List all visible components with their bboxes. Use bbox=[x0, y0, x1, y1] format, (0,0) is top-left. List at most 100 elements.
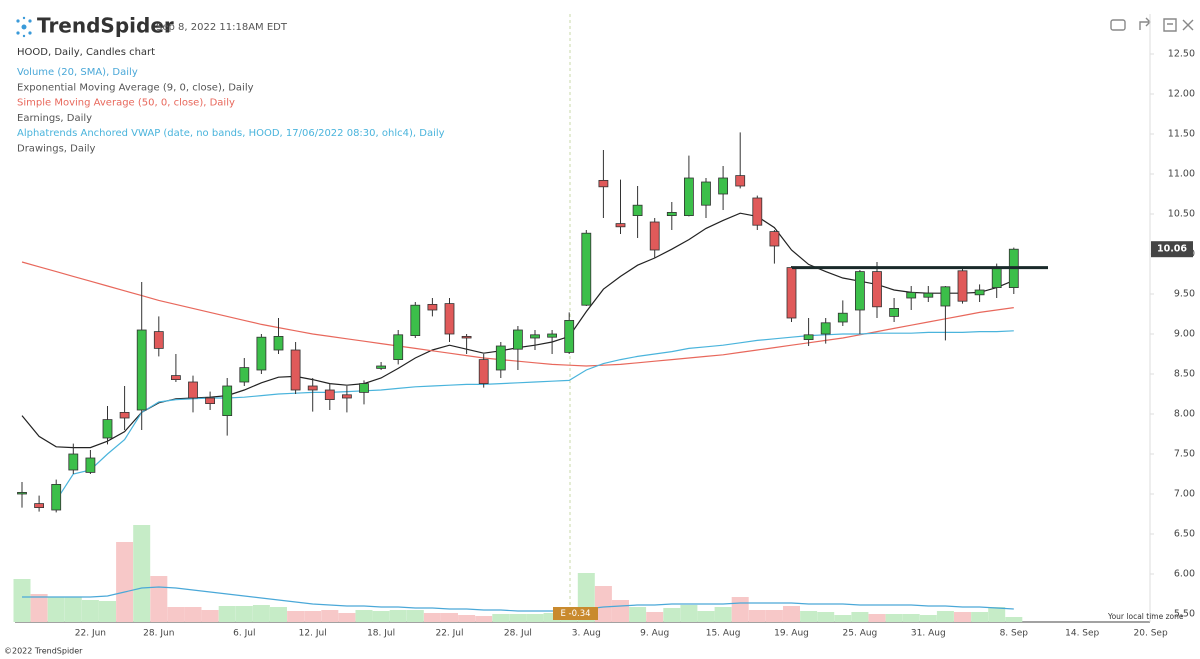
candle-body bbox=[359, 383, 369, 393]
candle-body bbox=[837, 312, 848, 323]
x-tick-label: 28. Jul bbox=[504, 629, 532, 639]
x-tick-label: 25. Aug bbox=[843, 629, 878, 639]
earnings-badge bbox=[553, 607, 598, 620]
volume-bar bbox=[30, 594, 48, 622]
last-price-box bbox=[1151, 241, 1193, 258]
candle-body bbox=[34, 503, 44, 509]
candle-body bbox=[906, 291, 917, 299]
volume-bar bbox=[184, 607, 202, 622]
candle-body bbox=[256, 336, 267, 371]
candle-body bbox=[547, 333, 557, 338]
candle-body bbox=[820, 322, 831, 335]
x-tick-label: 12. Jul bbox=[299, 629, 327, 639]
camera-icon[interactable] bbox=[1110, 19, 1126, 31]
volume-bar bbox=[680, 605, 698, 622]
volume-bar bbox=[13, 579, 31, 622]
y-tick-label: 12.00 bbox=[1168, 89, 1195, 100]
volume-bar bbox=[834, 615, 852, 622]
candle-body bbox=[427, 303, 438, 311]
volume-bar bbox=[201, 610, 219, 622]
x-tick-label: 31. Aug bbox=[911, 629, 946, 639]
volume-bar bbox=[99, 601, 116, 622]
indicator-line bbox=[55, 330, 1014, 501]
x-tick-label: 22. Jul bbox=[435, 629, 463, 639]
candle-body bbox=[393, 334, 404, 360]
volume-bar bbox=[304, 611, 322, 622]
y-tick-label: 6.50 bbox=[1174, 529, 1195, 540]
candle-body bbox=[923, 292, 934, 298]
volume-bar bbox=[133, 525, 151, 622]
volume-bars bbox=[13, 525, 1023, 622]
last-price-label: 10.06 bbox=[1157, 244, 1187, 255]
volume-bar bbox=[902, 614, 920, 622]
earnings-label: E -0.34 bbox=[560, 609, 590, 619]
volume-bar bbox=[543, 613, 561, 622]
x-tick-label: 9. Aug bbox=[640, 629, 669, 639]
export-icon[interactable] bbox=[1163, 18, 1177, 32]
volume-bar bbox=[919, 615, 937, 622]
candle-body bbox=[564, 319, 575, 353]
candle-body bbox=[153, 331, 164, 349]
candle-body bbox=[803, 334, 814, 340]
chart-title: HOOD, Daily, Candles chart bbox=[17, 47, 155, 58]
volume-bar bbox=[1005, 617, 1023, 622]
candle-body bbox=[273, 335, 284, 351]
candle-body bbox=[239, 367, 250, 383]
y-tick-label: 9.00 bbox=[1174, 329, 1195, 340]
volume-bar bbox=[868, 614, 886, 622]
x-tick-label: 6. Jul bbox=[233, 629, 255, 639]
volume-bar bbox=[817, 612, 835, 622]
candle-body bbox=[478, 359, 489, 385]
candle-body bbox=[341, 394, 352, 399]
candle-body bbox=[684, 177, 694, 216]
volume-bar bbox=[714, 607, 732, 622]
candles bbox=[17, 132, 1019, 513]
volume-bar bbox=[167, 607, 185, 622]
volume-bar bbox=[971, 612, 989, 622]
volume-bar bbox=[458, 615, 476, 622]
volume-bar bbox=[338, 613, 356, 622]
candle-body bbox=[136, 329, 147, 411]
y-tick-label: 8.00 bbox=[1174, 409, 1195, 420]
y-tick-label: 7.50 bbox=[1174, 449, 1195, 460]
candle-body bbox=[376, 365, 387, 369]
y-tick-label: 10.50 bbox=[1168, 209, 1195, 220]
x-tick-label: 19. Aug bbox=[774, 629, 809, 639]
x-tick-label: 22. Jun bbox=[75, 629, 106, 639]
candle-body bbox=[598, 179, 609, 188]
candle-body bbox=[290, 349, 301, 391]
indicator-line bbox=[22, 586, 1014, 612]
legend-entry: Exponential Moving Average (9, 0, close)… bbox=[17, 82, 254, 93]
volume-bar bbox=[612, 600, 629, 622]
candle-body bbox=[205, 397, 216, 404]
volume-bar bbox=[287, 611, 305, 622]
timezone-note: Your local time zone bbox=[1107, 612, 1184, 621]
candle-body bbox=[307, 385, 318, 391]
y-tick-label: 12.50 bbox=[1168, 49, 1195, 60]
volume-bar bbox=[697, 611, 715, 622]
candle-body bbox=[957, 270, 968, 302]
volume-bar bbox=[406, 610, 424, 622]
volume-bar bbox=[441, 613, 458, 622]
candle-body bbox=[102, 419, 113, 439]
candle-body bbox=[872, 271, 882, 308]
volume-bar bbox=[509, 614, 527, 622]
candle-body bbox=[649, 221, 660, 251]
close-icon[interactable] bbox=[1182, 19, 1194, 31]
candle-body bbox=[51, 483, 62, 511]
candle-body bbox=[701, 181, 711, 206]
logo-icon bbox=[16, 16, 32, 38]
x-tick-label: 28. Jun bbox=[143, 629, 174, 639]
y-tick-label: 11.00 bbox=[1168, 169, 1195, 180]
candle-body bbox=[495, 345, 506, 371]
candle-body bbox=[666, 211, 677, 216]
x-tick-label: 18. Jul bbox=[367, 629, 395, 639]
legend-entry: Drawings, Daily bbox=[17, 144, 96, 155]
y-tick-label: 5.50 bbox=[1174, 609, 1195, 620]
volume-bar bbox=[355, 610, 373, 622]
volume-bar bbox=[783, 606, 800, 622]
legend-entry: Alphatrends Anchored VWAP (date, no band… bbox=[17, 128, 445, 139]
volume-bar bbox=[629, 607, 647, 622]
